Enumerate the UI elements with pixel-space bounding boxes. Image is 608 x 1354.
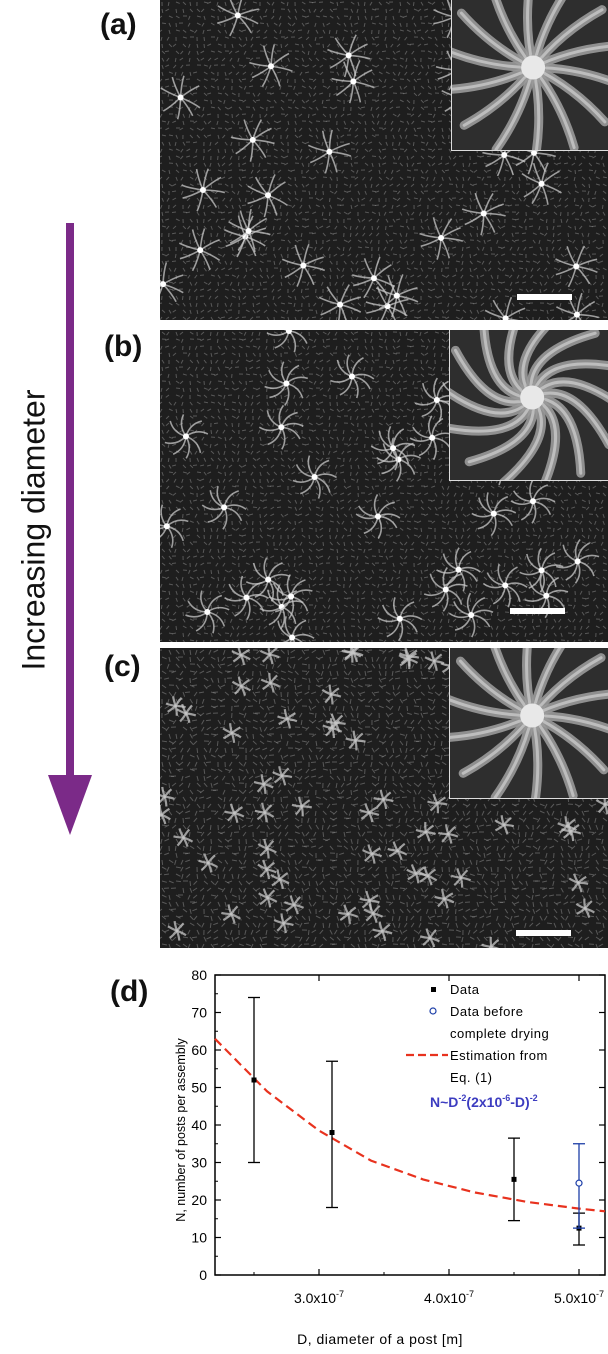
panel-label-b: (b) (104, 330, 142, 364)
y-axis-title: N, number of posts per assembly (174, 1038, 188, 1222)
y-tick-label: 0 (199, 1267, 207, 1283)
x-axis-title: D, diameter of a post [m] (297, 1331, 463, 1347)
panel-label-d: (d) (110, 975, 148, 1009)
fit-curve (215, 1039, 605, 1212)
y-tick-label: 80 (191, 967, 207, 983)
data-point (512, 1177, 517, 1182)
y-tick-label: 10 (191, 1230, 207, 1246)
chart-d: 0 10 20 30 40 50 60 70 80 3.0x10-7 4.0x10-7 5.0x10-… (150, 960, 608, 1349)
y-tick-label: 50 (191, 1080, 207, 1096)
sem-inset-a (451, 0, 608, 151)
data-point-before-drying (576, 1180, 582, 1186)
sem-image-c (160, 648, 608, 948)
x-tick-label: 5.0x10-7 (554, 1289, 604, 1306)
scale-bar-b (510, 608, 565, 614)
legend-label-data-before-2: complete drying (450, 1026, 549, 1041)
equation-label: N~D-2(2x10-6-D)-2 (430, 1093, 538, 1110)
data-point (252, 1078, 257, 1083)
x-tick-label: 3.0x10-7 (294, 1289, 344, 1306)
y-tick-label: 20 (191, 1192, 207, 1208)
legend-label-fit-2: Eq. (1) (450, 1070, 493, 1085)
y-tick-label: 30 (191, 1155, 207, 1171)
scale-bar-c (516, 930, 571, 936)
panel-label-c: (c) (104, 650, 141, 684)
sem-inset-c (449, 648, 608, 799)
plot-frame (215, 975, 605, 1275)
sem-inset-b (449, 330, 608, 481)
y-tick-label: 70 (191, 1005, 207, 1021)
legend-label-fit-1: Estimation from (450, 1048, 548, 1063)
sem-image-b (160, 330, 608, 642)
y-tick-label: 60 (191, 1042, 207, 1058)
y-tick-label: 40 (191, 1117, 207, 1133)
chart-svg: 0 10 20 30 40 50 60 70 80 3.0x10-7 4.0x10-7 5.0x10-… (150, 960, 608, 1349)
scale-bar-a (517, 294, 572, 300)
data-point (330, 1130, 335, 1135)
increasing-diameter-arrow (40, 215, 100, 840)
legend-label-data-before-1: Data before (450, 1004, 523, 1019)
legend-marker-data-before (430, 1008, 436, 1014)
sem-image-a (160, 0, 608, 320)
legend-label-data: Data (450, 982, 480, 997)
panel-label-a: (a) (100, 8, 137, 42)
legend-marker-data (431, 987, 436, 992)
x-tick-label: 4.0x10-7 (424, 1289, 474, 1306)
